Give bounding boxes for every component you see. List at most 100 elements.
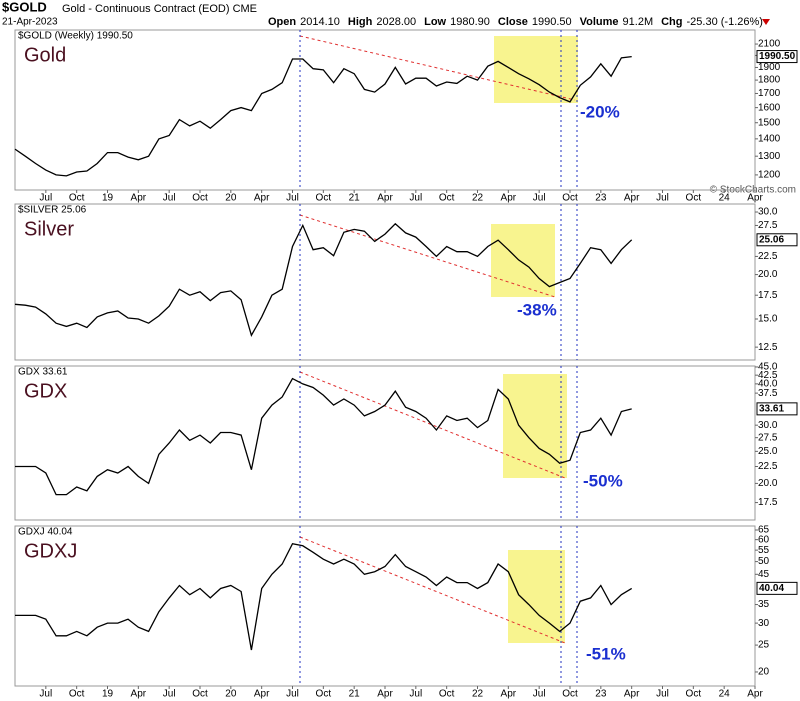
- x-tick-label: Jul: [409, 193, 422, 204]
- x-tick-label: Oct: [192, 689, 208, 700]
- x-tick-label: Jul: [163, 689, 176, 700]
- x-tick-label: Oct: [562, 689, 578, 700]
- last-value-box: [756, 402, 798, 416]
- panel-tag: GDX 33.61: [18, 367, 68, 378]
- x-tick-label: Apr: [254, 193, 270, 204]
- y-tick-label: 45: [758, 569, 770, 580]
- stat-label: High: [348, 16, 373, 28]
- y-tick-label: 15.0: [758, 314, 778, 325]
- y-tick-label: 42.5: [758, 370, 778, 381]
- price-line: [15, 377, 632, 496]
- x-tick-label: Jul: [656, 689, 669, 700]
- x-tick-label: Apr: [254, 689, 270, 700]
- y-tick-label: 35: [758, 599, 770, 610]
- x-tick-label: Jul: [286, 689, 299, 700]
- last-value: 1990.50: [759, 51, 796, 62]
- y-tick-label: 37.5: [758, 388, 778, 399]
- y-tick-label: 22.5: [758, 461, 778, 472]
- y-tick-label: 1600: [758, 102, 781, 113]
- panel-name: Silver: [24, 218, 74, 240]
- y-tick-label: 25: [758, 640, 770, 651]
- stat-label: Close: [498, 16, 528, 28]
- panel-name: GDXJ: [24, 540, 77, 562]
- y-tick-label: 17.5: [758, 290, 778, 301]
- last-value: 25.06: [759, 234, 784, 245]
- price-line: [14, 222, 633, 337]
- y-tick-label: 30: [758, 618, 770, 629]
- x-tick-label: 22: [472, 193, 484, 204]
- annotation: -38%: [517, 300, 557, 319]
- x-tick-label: Apr: [624, 193, 640, 204]
- annotation: -51%: [586, 644, 626, 663]
- x-tick-label: Apr: [747, 689, 763, 700]
- x-tick-label: Apr: [131, 193, 147, 204]
- stat-value: 2014.10: [300, 16, 340, 28]
- x-tick-label: 19: [102, 193, 114, 204]
- trend-line: [299, 214, 556, 298]
- y-tick-label: 60: [758, 534, 770, 545]
- annotation: -50%: [583, 471, 623, 490]
- panel-name: Gold: [24, 44, 66, 66]
- stats: Open 2014.10 High 2028.00 Low 1980.90 Close 199…: [268, 16, 763, 28]
- y-tick-label: 20.0: [758, 269, 778, 280]
- panel-frame: [14, 29, 756, 191]
- last-value: 40.04: [759, 583, 784, 594]
- stat-value: 91.2M: [623, 16, 654, 28]
- x-tick-label: 21: [349, 689, 361, 700]
- x-tick-label: Jul: [533, 689, 546, 700]
- x-tick-label: Apr: [624, 689, 640, 700]
- panel-frame: [14, 525, 756, 687]
- panel-tag: $GOLD (Weekly) 1990.50: [18, 31, 133, 42]
- x-tick-label: Apr: [501, 193, 517, 204]
- y-tick-label: 20: [758, 667, 770, 678]
- x-tick-label: Oct: [686, 689, 702, 700]
- y-tick-label: 1500: [758, 117, 781, 128]
- x-tick-label: 22: [472, 689, 484, 700]
- x-tick-label: Jul: [533, 193, 546, 204]
- y-tick-label: 65: [758, 525, 770, 536]
- x-tick-label: Apr: [377, 193, 393, 204]
- y-tick-label: 22.5: [758, 251, 778, 262]
- y-tick-label: 1800: [758, 75, 781, 86]
- trend-line: [299, 35, 576, 101]
- x-tick-label: Jul: [286, 193, 299, 204]
- x-tick-label: Oct: [562, 193, 578, 204]
- y-tick-label: 25.0: [758, 446, 778, 457]
- x-tick-label: Jul: [163, 193, 176, 204]
- x-tick-label: Jul: [39, 689, 52, 700]
- stat-value: 2028.00: [376, 16, 416, 28]
- y-tick-label: 1200: [758, 170, 781, 181]
- x-tick-label: 23: [595, 193, 607, 204]
- y-tick-label: 17.5: [758, 497, 778, 508]
- x-tick-label: Oct: [439, 689, 455, 700]
- y-tick-label: 50: [758, 556, 770, 567]
- panel-frame: [14, 203, 756, 361]
- x-tick-label: Oct: [439, 193, 455, 204]
- last-value-box: [756, 581, 798, 595]
- stat-label: Chg: [661, 16, 682, 28]
- down-arrow: [762, 19, 770, 25]
- stat-value: 1980.90: [450, 16, 490, 28]
- stat-value: 1990.50: [532, 16, 572, 28]
- last-value-box: [756, 233, 798, 247]
- x-tick-label: Apr: [131, 689, 147, 700]
- panel-frame: [14, 365, 756, 521]
- last-value-box: [756, 50, 798, 64]
- stat-value: -25.30 (-1.26%): [687, 16, 763, 28]
- panel-name: GDX: [24, 380, 67, 402]
- x-tick-label: 23: [595, 689, 607, 700]
- date: 21-Apr-2023: [2, 17, 58, 28]
- stat-label: Open: [268, 16, 296, 28]
- highlight-box: [491, 224, 555, 297]
- highlight-box: [494, 36, 578, 103]
- y-tick-label: 27.5: [758, 432, 778, 443]
- y-tick-label: 55: [758, 545, 770, 556]
- x-tick-label: Apr: [747, 193, 763, 204]
- annotation: -20%: [580, 102, 620, 121]
- x-tick-label: 20: [225, 689, 237, 700]
- highlight-box: [503, 374, 567, 478]
- y-tick-label: 1400: [758, 134, 781, 145]
- y-tick-label: 2100: [758, 39, 781, 50]
- stat-label: Volume: [580, 16, 619, 28]
